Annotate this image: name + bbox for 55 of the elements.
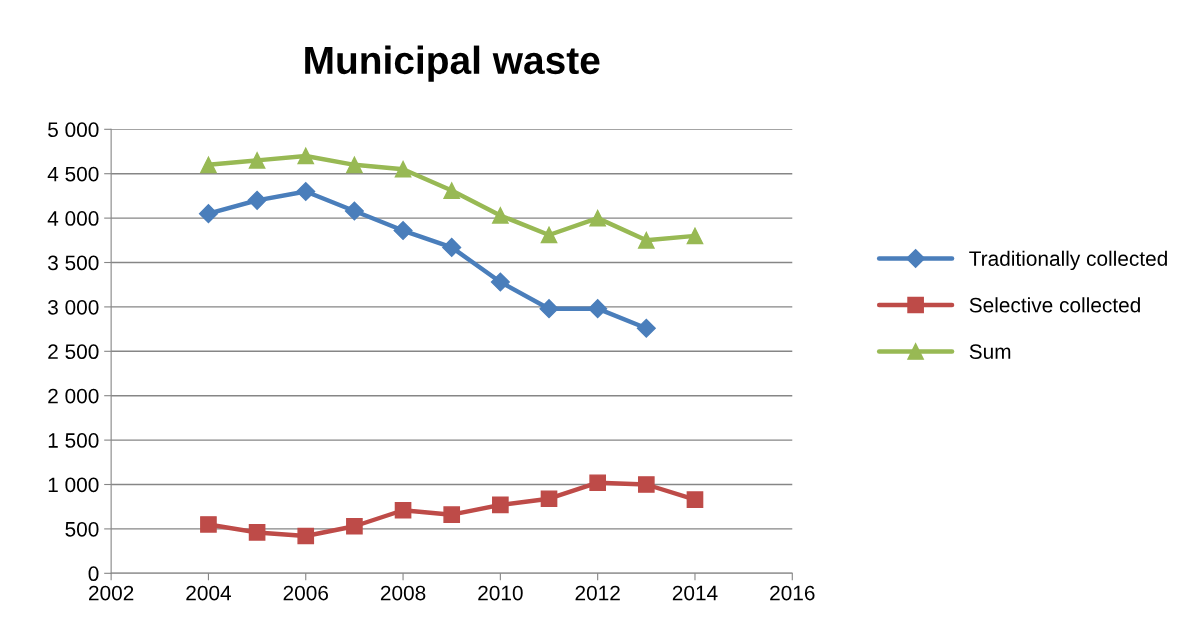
point xyxy=(637,476,655,493)
y-tick-label: 0 xyxy=(88,566,99,582)
point xyxy=(443,506,461,524)
y-tick-label: 4 000 xyxy=(47,211,99,226)
point xyxy=(492,207,509,224)
y-tick-label: 3 500 xyxy=(47,255,99,271)
legend-label: Sum xyxy=(969,344,1011,359)
point xyxy=(539,299,559,319)
point xyxy=(540,490,558,508)
x-tick-label: 2004 xyxy=(186,585,232,601)
legend-label: Traditionally collected xyxy=(969,250,1167,271)
y-tick-label: 5 000 xyxy=(48,122,99,138)
point xyxy=(490,272,510,292)
point xyxy=(346,517,363,535)
point xyxy=(686,227,704,245)
point xyxy=(442,237,462,257)
x-tick-label: 2012 xyxy=(575,585,620,601)
point xyxy=(637,231,655,249)
point xyxy=(344,201,364,221)
point xyxy=(540,226,558,244)
point xyxy=(394,160,412,178)
x-tick-label: 2002 xyxy=(89,585,134,601)
point xyxy=(297,147,315,165)
x-tick-label: 2014 xyxy=(672,585,718,601)
point xyxy=(588,299,608,319)
y-tick-label: 2 000 xyxy=(48,388,99,404)
point xyxy=(589,209,607,227)
point xyxy=(443,182,461,199)
x-tick-label: 2016 xyxy=(770,585,815,601)
y-tick-label: 3 000 xyxy=(47,299,99,315)
point xyxy=(636,318,656,338)
point xyxy=(393,221,413,241)
point xyxy=(248,152,266,169)
x-tick-label: 2010 xyxy=(478,585,523,601)
point xyxy=(346,156,363,174)
point xyxy=(200,156,217,174)
y-tick-label: 2 500 xyxy=(48,344,99,360)
point xyxy=(198,204,218,224)
point xyxy=(686,491,704,508)
point xyxy=(296,181,316,202)
x-tick-label: 2008 xyxy=(380,585,426,601)
point xyxy=(248,524,266,541)
point xyxy=(297,527,315,545)
x-tick-label: 2006 xyxy=(283,585,329,601)
y-tick-label: 1 000 xyxy=(48,477,99,493)
point xyxy=(200,516,217,533)
legend-label: Selective collected xyxy=(969,297,1140,313)
chart-title: Municipal waste xyxy=(305,45,600,82)
point xyxy=(394,501,412,519)
y-tick-label: 1 500 xyxy=(48,433,99,448)
point xyxy=(589,474,607,492)
point xyxy=(247,190,267,210)
y-tick-label: 500 xyxy=(65,521,99,537)
point xyxy=(492,496,509,514)
y-tick-label: 4 500 xyxy=(47,166,99,182)
